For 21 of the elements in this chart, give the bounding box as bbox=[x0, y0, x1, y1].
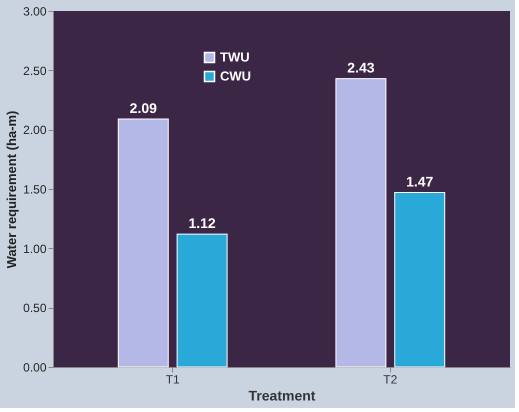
data-label: 2.09 bbox=[130, 100, 158, 116]
y-tick-label: 1.00 bbox=[23, 242, 47, 256]
data-label: 1.47 bbox=[406, 174, 434, 190]
data-label: 1.12 bbox=[188, 215, 216, 232]
y-tick-label: 0.50 bbox=[23, 301, 47, 316]
legend-label: CWU bbox=[220, 68, 252, 84]
y-axis-title: Water requirement (ha-m) bbox=[4, 110, 20, 268]
y-tick-label: 0.00 bbox=[23, 360, 47, 374]
x-tick-label: T1 bbox=[166, 372, 180, 386]
data-label: 2.43 bbox=[347, 60, 375, 76]
x-axis-title: Treatment bbox=[248, 388, 316, 404]
legend-label: TWU bbox=[220, 50, 250, 64]
y-tick-label: 3.00 bbox=[23, 4, 47, 18]
bar bbox=[176, 234, 228, 368]
bar bbox=[335, 78, 386, 368]
x-tick-label: T2 bbox=[383, 372, 398, 386]
y-tick-label: 2.50 bbox=[23, 64, 47, 78]
bar bbox=[118, 118, 169, 368]
y-tick-label: 2.00 bbox=[23, 123, 47, 138]
y-tick-label: 1.50 bbox=[23, 182, 47, 196]
bar bbox=[394, 192, 446, 368]
